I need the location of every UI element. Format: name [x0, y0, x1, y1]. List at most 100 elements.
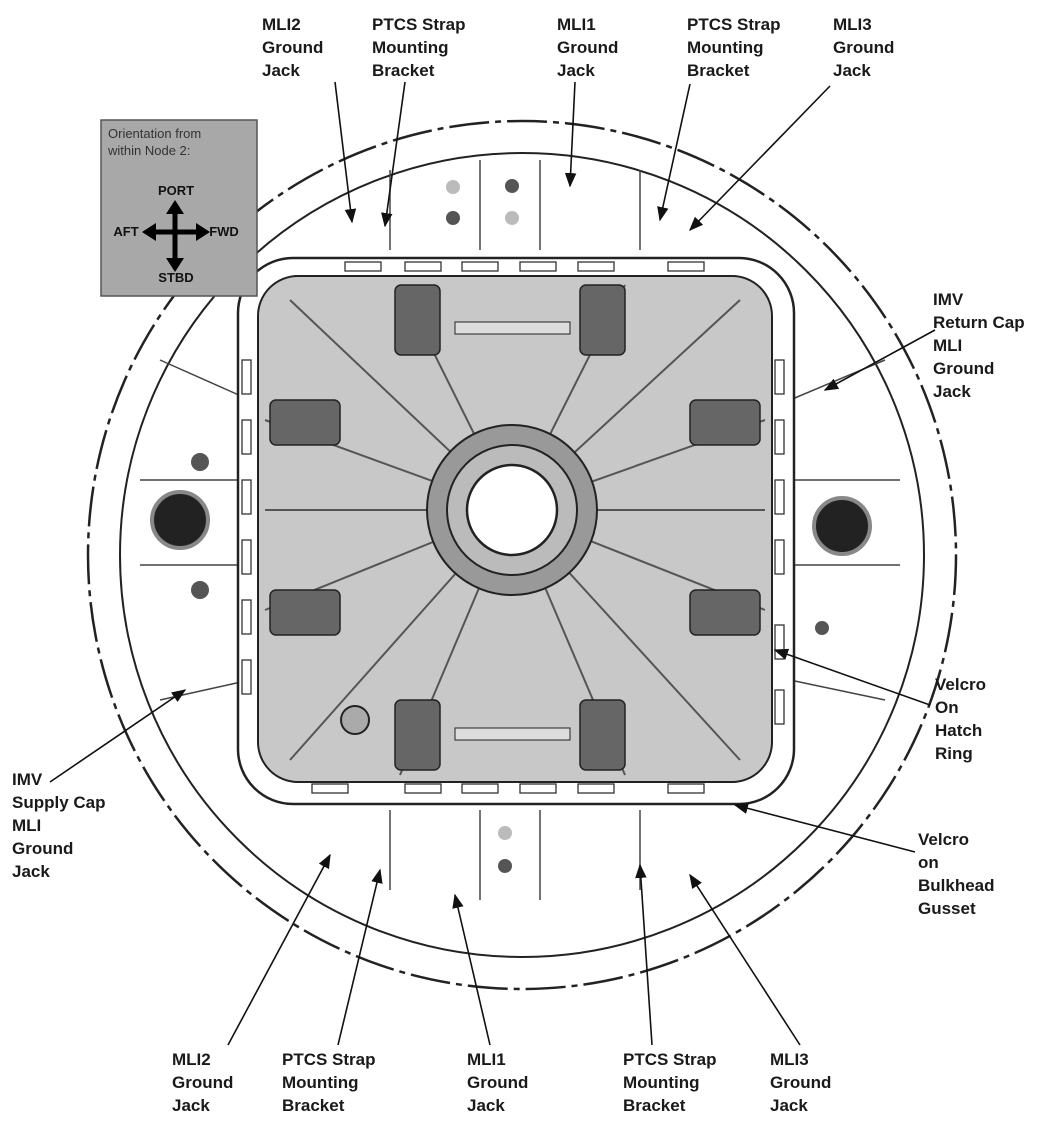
callout-line: Bulkhead — [918, 876, 995, 895]
callout-line: MLI2 — [172, 1050, 211, 1069]
callout-label: IMV Return Cap MLI Ground Jack — [933, 290, 1025, 401]
callout-label: PTCS Strap Mounting Bracket — [623, 1050, 717, 1115]
orientation-box: Orientation from within Node 2: PORT AFT… — [100, 119, 258, 297]
callout-line: MLI — [933, 336, 962, 355]
callout-label: MLI2 Ground Jack — [262, 15, 323, 80]
callout: MLI3 Ground Jack — [689, 873, 831, 1115]
callout: MLI2 Ground Jack — [262, 15, 357, 224]
direction-label: PORT — [158, 183, 194, 198]
leader-arrow — [564, 81, 577, 188]
callout-line: MLI3 — [770, 1050, 809, 1069]
callout-line: Ground — [12, 839, 73, 858]
callout-line: Ground — [557, 38, 618, 57]
callout-label: MLI3 Ground Jack — [770, 1050, 831, 1115]
leader-arrow — [337, 868, 383, 1046]
callout-line: Bracket — [623, 1096, 686, 1115]
callout-line: Ground — [833, 38, 894, 57]
leader-arrow — [49, 689, 187, 783]
callout-line: Mounting — [282, 1073, 358, 1092]
leader-arrow — [334, 81, 357, 224]
callout-line: Mounting — [623, 1073, 699, 1092]
orientation-title: within Node 2: — [107, 143, 190, 158]
callout: MLI2 Ground Jack — [172, 853, 331, 1115]
callout-label: MLI3 Ground Jack — [833, 15, 894, 80]
leader-arrow — [227, 853, 331, 1046]
callout-line: IMV — [12, 770, 43, 789]
callout: PTCS Strap Mounting Bracket — [657, 15, 781, 222]
leader-arrow — [635, 863, 653, 1046]
callout-label: Velcro on Bulkhead Gusset — [918, 830, 995, 918]
callout-line: Jack — [467, 1096, 505, 1115]
callout-line: Jack — [12, 862, 50, 881]
callout: PTCS Strap Mounting Bracket — [372, 15, 466, 228]
callout-line: Ground — [770, 1073, 831, 1092]
callout-line: Jack — [557, 61, 595, 80]
callout: Velcro On Hatch Ring — [773, 648, 986, 763]
callouts: MLI2 Ground Jack PTCS Strap Mounting Bracket M… — [12, 15, 1025, 1115]
callout-label: MLI1 Ground Jack — [557, 15, 618, 80]
callout-label: MLI2 Ground Jack — [172, 1050, 233, 1115]
callout-line: IMV — [933, 290, 964, 309]
callout-line: Velcro — [935, 675, 986, 694]
callout-line: Bracket — [687, 61, 750, 80]
leader-arrow — [381, 81, 406, 228]
callout-line: Mounting — [687, 38, 763, 57]
callout-label: IMV Supply Cap MLI Ground Jack — [12, 770, 106, 881]
leader-arrow — [773, 648, 931, 706]
callout-line: PTCS Strap — [372, 15, 466, 34]
callout-line: PTCS Strap — [623, 1050, 717, 1069]
callout-line: MLI3 — [833, 15, 872, 34]
callout-line: Hatch — [935, 721, 982, 740]
callout-line: Bracket — [372, 61, 435, 80]
callout-line: Supply Cap — [12, 793, 106, 812]
callout-label: PTCS Strap Mounting Bracket — [372, 15, 466, 80]
callout: PTCS Strap Mounting Bracket — [282, 868, 383, 1115]
callout-line: MLI1 — [467, 1050, 506, 1069]
callout-line: Jack — [172, 1096, 210, 1115]
callout-line: Jack — [262, 61, 300, 80]
callout: IMV Return Cap MLI Ground Jack — [823, 290, 1025, 401]
direction-label: AFT — [113, 224, 138, 239]
leader-arrow — [689, 873, 801, 1046]
callout: PTCS Strap Mounting Bracket — [623, 863, 717, 1115]
callout-line: Ground — [933, 359, 994, 378]
callout-line: Ground — [262, 38, 323, 57]
callout-line: Ground — [172, 1073, 233, 1092]
callout-line: Jack — [833, 61, 871, 80]
leader-arrow — [823, 329, 936, 391]
callout-line: Gusset — [918, 899, 976, 918]
direction-label: STBD — [158, 270, 193, 285]
callout-line: Return Cap — [933, 313, 1025, 332]
callout-line: on — [918, 853, 939, 872]
callout-line: Jack — [770, 1096, 808, 1115]
leader-arrow — [688, 85, 831, 232]
callout-line: Jack — [933, 382, 971, 401]
callout-label: PTCS Strap Mounting Bracket — [282, 1050, 376, 1115]
callout-line: Ring — [935, 744, 973, 763]
callout-line: Bracket — [282, 1096, 345, 1115]
callout-line: Mounting — [372, 38, 448, 57]
direction-label: FWD — [209, 224, 239, 239]
leader-arrow — [657, 83, 691, 222]
compass-cross — [150, 210, 202, 262]
callout-line: MLI — [12, 816, 41, 835]
orientation-title: Orientation from — [108, 126, 201, 141]
callout: MLI1 Ground Jack — [557, 15, 618, 188]
velcro-strips — [241, 261, 785, 794]
callout-line: Ground — [467, 1073, 528, 1092]
callout: MLI3 Ground Jack — [688, 15, 894, 232]
callout-label: PTCS Strap Mounting Bracket — [687, 15, 781, 80]
callout: MLI1 Ground Jack — [452, 893, 528, 1115]
leader-arrow — [452, 893, 491, 1046]
callout-line: PTCS Strap — [687, 15, 781, 34]
callout-line: PTCS Strap — [282, 1050, 376, 1069]
callout-label: Velcro On Hatch Ring — [935, 675, 986, 763]
leader-arrow — [733, 802, 916, 853]
callout: Velcro on Bulkhead Gusset — [733, 802, 995, 918]
callout-line: MLI2 — [262, 15, 301, 34]
callout-line: On — [935, 698, 959, 717]
hatch-ring — [236, 256, 796, 806]
callout-label: MLI1 Ground Jack — [467, 1050, 528, 1115]
callout: IMV Supply Cap MLI Ground Jack — [12, 689, 187, 881]
